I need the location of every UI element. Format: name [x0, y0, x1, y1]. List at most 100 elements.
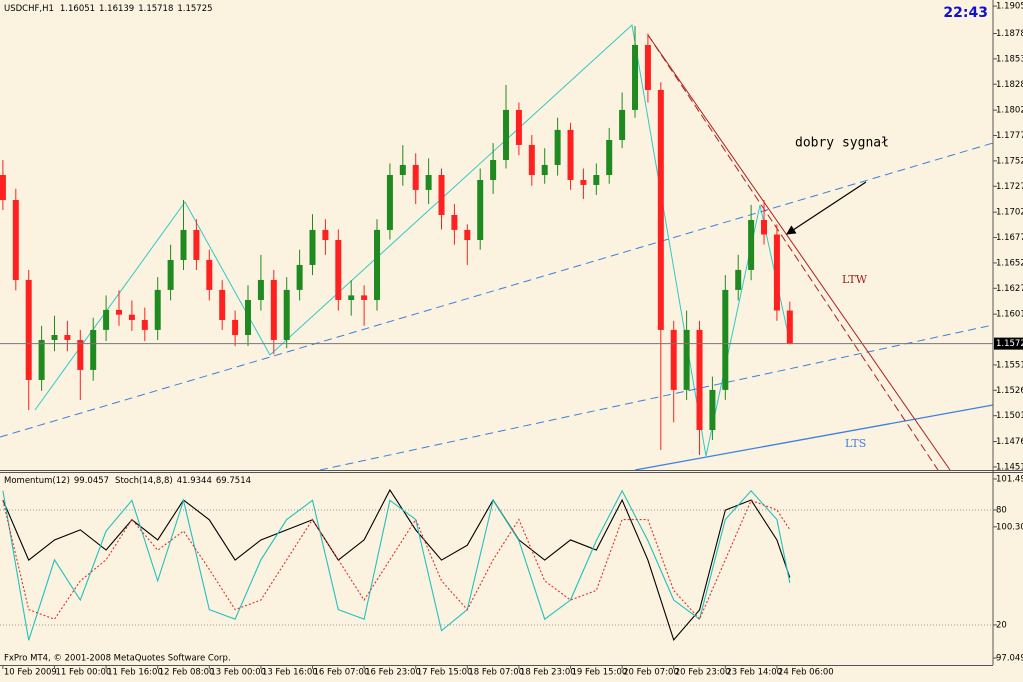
candle-body	[644, 44, 651, 90]
candle-body	[438, 175, 445, 216]
candle-body	[425, 175, 432, 190]
y-tick-label: 20	[996, 620, 1007, 630]
y-tick-label: 100.3048	[996, 522, 1023, 532]
low-value: 1.15718	[138, 4, 173, 14]
y-tick-label: 1.16520	[996, 258, 1023, 268]
x-tick-label: 19 Feb 15:00	[572, 668, 628, 678]
x-tick-label: 18 Feb 07:00	[468, 668, 524, 678]
candle-body	[593, 175, 600, 185]
candle-body	[761, 219, 768, 235]
candle-body	[386, 175, 393, 230]
y-tick-label: 1.19050	[996, 2, 1023, 12]
x-tick-label: 24 Feb 06:00	[778, 668, 834, 678]
legend-label: Momentum(12)	[4, 476, 70, 486]
clock: 22:43	[943, 5, 988, 21]
high-value: 1.16139	[99, 4, 134, 14]
candles	[0, 25, 793, 455]
arrow	[785, 181, 867, 235]
candle-body	[283, 289, 290, 340]
candle-body	[451, 215, 458, 230]
y-tick-label: 1.14760	[996, 437, 1023, 447]
close-value: 1.15725	[177, 4, 212, 14]
candle-body	[309, 229, 316, 265]
x-tick-label: 20 Feb 23:00	[675, 668, 731, 678]
candle-body	[412, 164, 419, 190]
indicator-header: Momentum(12) 99.0457 Stoch(14,8,8) 41.9344 6…	[4, 476, 251, 486]
channel-line	[319, 324, 993, 470]
candle-body	[38, 339, 45, 380]
candle-body	[374, 229, 381, 300]
candle-body	[657, 89, 664, 330]
candle-body	[90, 329, 97, 370]
legend-label: Stoch(14,8,8)	[115, 476, 173, 486]
candle-body	[490, 159, 497, 180]
x-tick-label: 12 Feb 08:00	[159, 668, 215, 678]
candle-body	[528, 144, 535, 176]
x-tick-label: 17 Feb 15:00	[417, 668, 473, 678]
drawings	[0, 24, 993, 470]
y-tick-label: 1.16770	[996, 233, 1023, 243]
y-tick-label: 80	[996, 505, 1007, 515]
candle-body	[206, 259, 213, 290]
ltw-line	[647, 34, 951, 470]
open-value: 1.16051	[60, 4, 95, 14]
annotation: LTW	[842, 273, 868, 286]
y-tick-label: 101.492	[996, 475, 1023, 485]
candle-body	[554, 129, 561, 165]
candle-body	[335, 239, 342, 300]
candle-body	[167, 259, 174, 290]
candle-body	[361, 295, 368, 300]
candle-body	[670, 329, 677, 390]
y-tick-label: 1.18530	[996, 54, 1023, 64]
candle-body	[270, 279, 277, 340]
candle-body	[180, 229, 187, 260]
candle-body	[580, 179, 587, 185]
candle-body	[128, 314, 135, 320]
x-tick-label: 13 Feb 16:00	[262, 668, 318, 678]
candle-body	[722, 289, 729, 390]
legend-value: 69.7514	[216, 476, 251, 486]
candle-body	[64, 334, 71, 340]
series-line	[2, 489, 791, 641]
chart-header: USDCHF,H1 1.16051 1.16139 1.15718 1.15725	[4, 4, 213, 14]
candle-body	[322, 229, 329, 240]
candle-body	[606, 139, 613, 176]
annotation: dobry sygnał	[795, 136, 889, 151]
y-tick-label: 1.16015	[996, 310, 1023, 320]
x-tick-label: 13 Feb 00:00	[210, 668, 266, 678]
candle-body	[709, 389, 716, 431]
candle-body	[786, 310, 793, 344]
candle-body	[193, 229, 200, 260]
chart-title: USDCHF,H1	[4, 4, 54, 14]
legend-value: 41.9344	[177, 476, 212, 486]
candle-body	[619, 109, 626, 140]
candle-body	[0, 175, 6, 200]
candle-body	[257, 279, 264, 300]
candle-body	[399, 164, 406, 176]
x-tick-label: 20 Feb 07:00	[623, 668, 679, 678]
candle-body	[296, 264, 303, 290]
candle-body	[77, 339, 84, 370]
ltw-line	[647, 34, 939, 470]
legend-value: 99.0457	[74, 476, 109, 486]
candle-body	[735, 269, 742, 290]
x-tick-label: 16 Feb 23:00	[365, 668, 421, 678]
y-tick-label: 1.15015	[996, 411, 1023, 421]
current-price-box	[994, 337, 1023, 350]
candle-body	[696, 329, 703, 431]
candle-body	[245, 299, 252, 335]
candle-body	[567, 129, 574, 180]
x-tick-label: 10 Feb 2009	[4, 668, 57, 678]
candle-body	[141, 319, 148, 330]
candle-body	[503, 109, 510, 160]
y-tick-label: 1.14510	[996, 462, 1023, 472]
x-tick-label: 11 Feb 00:00	[56, 668, 112, 678]
annotation: LTS	[845, 437, 866, 450]
y-tick-label: 1.15515	[996, 360, 1023, 370]
y-tick-label: 1.18280	[996, 80, 1023, 90]
x-tick-label: 18 Feb 23:00	[520, 668, 576, 678]
y-tick-label: 1.18025	[996, 106, 1023, 116]
candle-body	[683, 329, 690, 390]
